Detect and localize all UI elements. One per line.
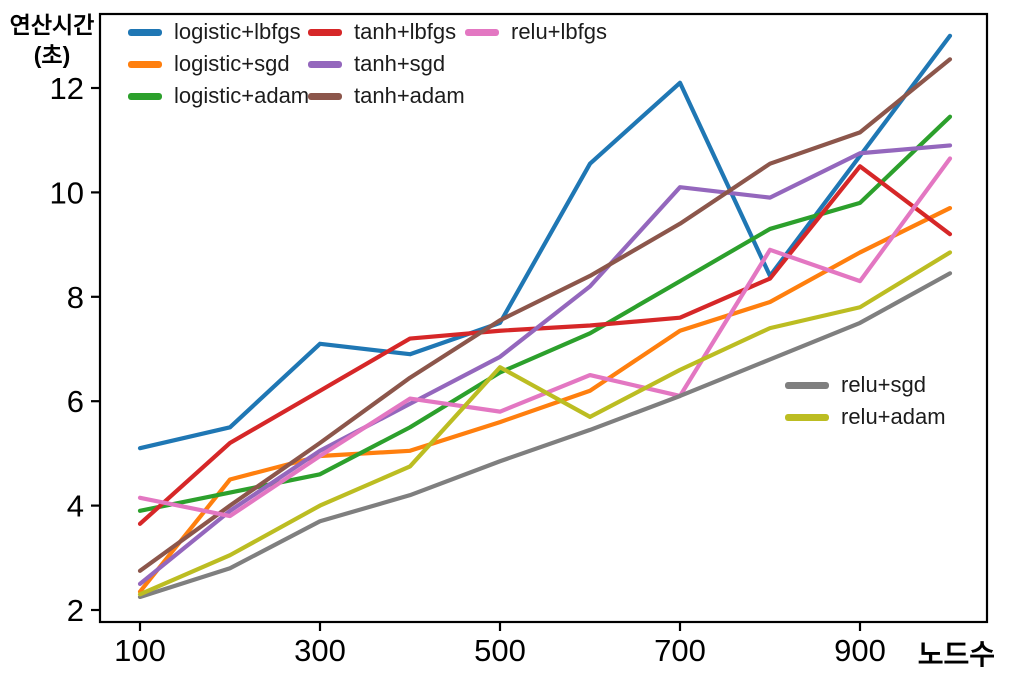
plot-box <box>98 12 989 624</box>
legend-item-logistic+sgd: logistic+sgd <box>128 51 290 77</box>
y-tick-label: 6 <box>67 384 84 419</box>
legend-item-logistic+lbfgs: logistic+lbfgs <box>128 19 301 45</box>
legend-swatch-relu+sgd <box>785 381 829 389</box>
legend-item-tanh+lbfgs: tanh+lbfgs <box>308 19 456 45</box>
legend-label: tanh+sgd <box>354 51 446 76</box>
legend-swatch-relu+lbfgs <box>465 28 499 36</box>
y-axis-title: 연산시간 (초) <box>0 10 104 70</box>
legend-swatch-logistic+sgd <box>128 60 162 68</box>
legend-item-relu+adam: relu+adam <box>785 404 946 430</box>
y-axis-title-line1: 연산시간 <box>9 12 95 38</box>
series-line-tanh+lbfgs <box>137 164 953 526</box>
legend-swatch-tanh+lbfgs <box>308 28 342 36</box>
legend-swatch-tanh+sgd <box>308 60 342 68</box>
legend-swatch-logistic+lbfgs <box>128 28 162 36</box>
legend-label: tanh+adam <box>354 83 465 108</box>
legend-item-relu+sgd: relu+sgd <box>785 372 926 398</box>
legend-label: tanh+lbfgs <box>354 19 457 44</box>
series-line-logistic+sgd <box>137 205 953 594</box>
legend-swatch-relu+adam <box>785 413 829 421</box>
legend-label: logistic+lbfgs <box>174 19 301 44</box>
y-tick-label: 8 <box>67 280 84 315</box>
legend-label: relu+adam <box>841 404 946 429</box>
x-tick-label: 700 <box>654 633 706 668</box>
legend-label: relu+sgd <box>841 372 927 397</box>
series-line-logistic+adam <box>137 114 953 513</box>
legend-swatch-tanh+adam <box>308 92 342 100</box>
x-tick-label: 500 <box>474 633 526 668</box>
x-tick-label: 900 <box>834 633 886 668</box>
series-line-relu+sgd <box>137 271 953 600</box>
x-axis-title: 노드수 <box>917 639 995 670</box>
y-axis-title-line2: (초) <box>33 42 71 68</box>
y-tick-label: 4 <box>67 489 84 524</box>
legend-label: relu+lbfgs <box>511 19 608 44</box>
x-tick-label: 300 <box>294 633 346 668</box>
y-tick-label: 10 <box>50 175 84 210</box>
series-line-relu+adam <box>137 250 953 597</box>
legend-label: logistic+adam <box>174 83 310 108</box>
series-line-tanh+sgd <box>137 143 953 587</box>
y-tick-label: 2 <box>67 593 84 628</box>
legend-item-relu+lbfgs: relu+lbfgs <box>465 19 607 45</box>
x-tick-label: 100 <box>114 633 166 668</box>
y-tick-label: 12 <box>50 71 84 106</box>
legend-swatch-logistic+adam <box>128 92 162 100</box>
legend-item-tanh+sgd: tanh+sgd <box>308 51 445 77</box>
legend-item-logistic+adam: logistic+adam <box>128 83 309 109</box>
legend-label: logistic+sgd <box>174 51 290 76</box>
series-line-tanh+adam <box>137 57 953 573</box>
legend-item-tanh+adam: tanh+adam <box>308 83 465 109</box>
